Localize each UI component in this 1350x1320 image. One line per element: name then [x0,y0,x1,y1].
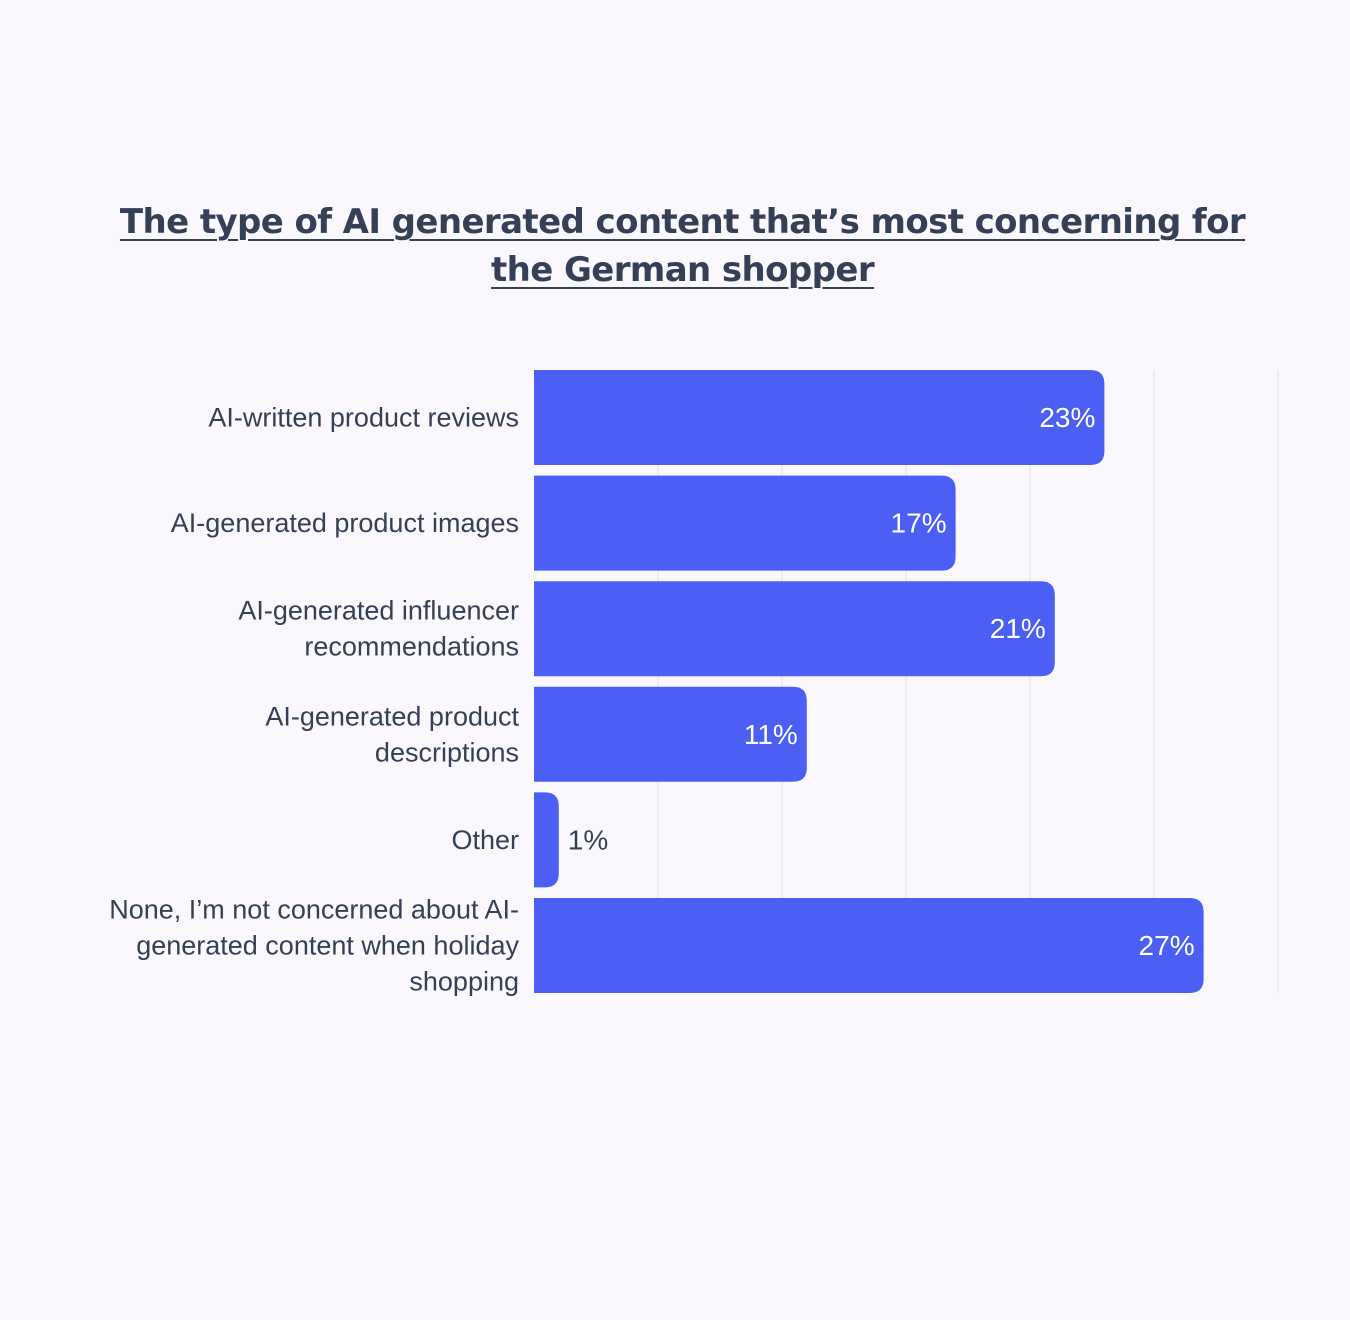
category-label-line: None, I’m not concerned about AI- [109,895,519,925]
data-label: 17% [891,508,947,539]
data-label: 27% [1139,930,1195,961]
data-label: 11% [744,719,798,750]
data-label: 1% [568,824,608,855]
category-label: AI-written product reviews [208,403,519,433]
category-label: AI-generated product images [171,508,519,538]
category-label-line: shopping [409,967,519,997]
data-label: 23% [1039,402,1095,433]
category-label: AI-generated product descriptions [265,701,519,767]
category-label-line: recommendations [304,632,519,662]
category-label: Other [451,825,519,855]
bar [534,370,1105,465]
category-label-line: Other [451,825,519,855]
category-label-line: AI-written product reviews [208,403,519,433]
category-label-line: AI-generated product images [171,508,519,538]
bar [534,581,1055,677]
chart-title: The type of AI generated content that’s … [119,202,1246,290]
bars [534,370,1204,993]
category-label-line: AI-generated influencer [238,596,519,626]
category-label-line: AI-generated product [265,701,519,731]
bar [534,686,807,782]
category-label-line: descriptions [375,737,519,767]
category-label-line: generated content when holiday [136,931,519,961]
bar [534,475,956,571]
category-label: AI-generated influencer recommendations [238,596,519,662]
category-label: None, I’m not concerned about AI-generat… [109,895,519,997]
gridlines [657,370,1279,993]
data-labels: 23% 17% 21% 11% 1% 27% [568,402,1195,961]
bar [534,898,1204,993]
bar [534,792,559,888]
category-labels: AI-written product reviews AI-generated p… [109,403,519,997]
data-label: 21% [990,613,1046,644]
